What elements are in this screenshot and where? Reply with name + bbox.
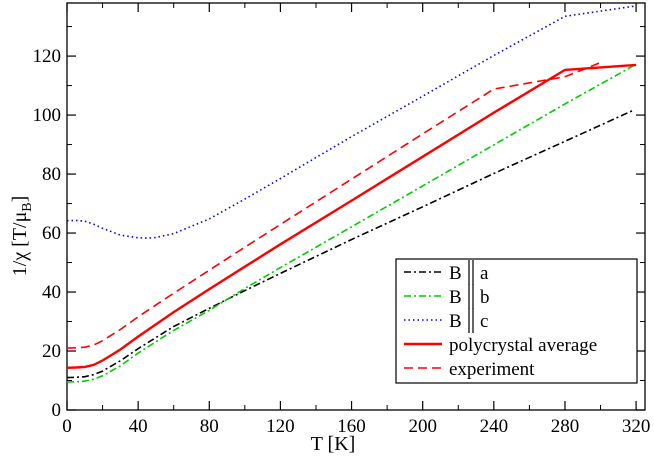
- y-tick-label: 0: [52, 400, 62, 421]
- series-line-b-c: [66, 5, 637, 239]
- series-layer: [66, 5, 637, 383]
- y-tick-label: 20: [42, 341, 61, 362]
- y-axis-label: 1/χ [T/μB]: [9, 196, 35, 277]
- x-tick-label: 240: [480, 416, 509, 437]
- y-tick-label: 100: [33, 105, 62, 126]
- legend-label: B: [449, 263, 462, 284]
- y-tick-label: 120: [33, 46, 62, 67]
- series-line-b-b: [66, 63, 637, 383]
- x-axis-label: T [K]: [311, 433, 356, 455]
- x-tick-label: 320: [622, 416, 651, 437]
- y-tick-label: 80: [42, 164, 61, 185]
- x-tick-label: 0: [62, 416, 72, 437]
- legend-label: polycrystal average: [449, 335, 597, 356]
- x-tick-label: 120: [266, 416, 295, 437]
- series-line-experiment: [66, 61, 601, 349]
- plot-area: 0 40 80 120 160 200 240 280 320 0 20 40 60 80 100 120: [33, 2, 651, 437]
- legend-label: B: [449, 287, 462, 308]
- y-tick-label: 40: [42, 282, 61, 303]
- series-line-polycrystal-average: [66, 63, 637, 369]
- legend-label-direction: c: [480, 311, 488, 332]
- legend-label-direction: b: [480, 287, 490, 308]
- series-line-b-a: [66, 109, 633, 379]
- legend-label: B: [449, 311, 462, 332]
- legend-box: [395, 258, 638, 384]
- x-tick-label: 40: [129, 416, 148, 437]
- y-tick-label: 60: [42, 223, 61, 244]
- x-tick-label: 160: [337, 416, 366, 437]
- x-tick-label: 80: [200, 416, 219, 437]
- legend-label: experiment: [449, 359, 535, 380]
- x-tick-label: 200: [408, 416, 437, 437]
- plot-frame: [66, 2, 646, 411]
- x-tick-label: 280: [551, 416, 580, 437]
- legend-label-direction: a: [480, 263, 489, 284]
